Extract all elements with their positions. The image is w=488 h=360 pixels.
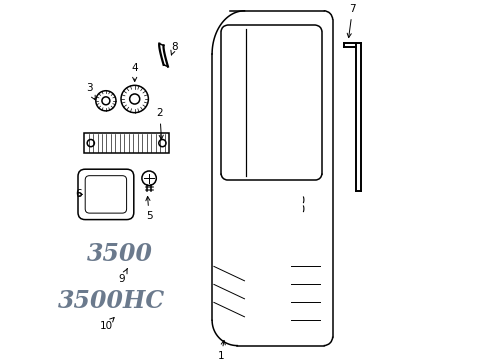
- Circle shape: [142, 171, 156, 185]
- FancyBboxPatch shape: [78, 169, 134, 220]
- Text: 4: 4: [131, 63, 138, 81]
- Text: 6: 6: [75, 189, 82, 199]
- Text: 9: 9: [119, 269, 127, 284]
- Text: 2: 2: [156, 108, 163, 139]
- Circle shape: [102, 97, 110, 105]
- Circle shape: [159, 139, 166, 147]
- Circle shape: [129, 94, 140, 104]
- Text: 7: 7: [346, 4, 355, 37]
- Text: 3500HC: 3500HC: [58, 289, 164, 312]
- Bar: [84, 133, 168, 153]
- Text: 3: 3: [85, 83, 95, 100]
- Circle shape: [87, 139, 94, 147]
- Text: 5: 5: [145, 197, 152, 221]
- Text: 3500: 3500: [87, 242, 153, 266]
- Text: 10: 10: [99, 318, 114, 331]
- Text: 8: 8: [170, 42, 177, 55]
- FancyBboxPatch shape: [85, 176, 126, 213]
- Circle shape: [121, 85, 148, 113]
- Circle shape: [96, 91, 116, 111]
- Text: 1: 1: [217, 341, 225, 360]
